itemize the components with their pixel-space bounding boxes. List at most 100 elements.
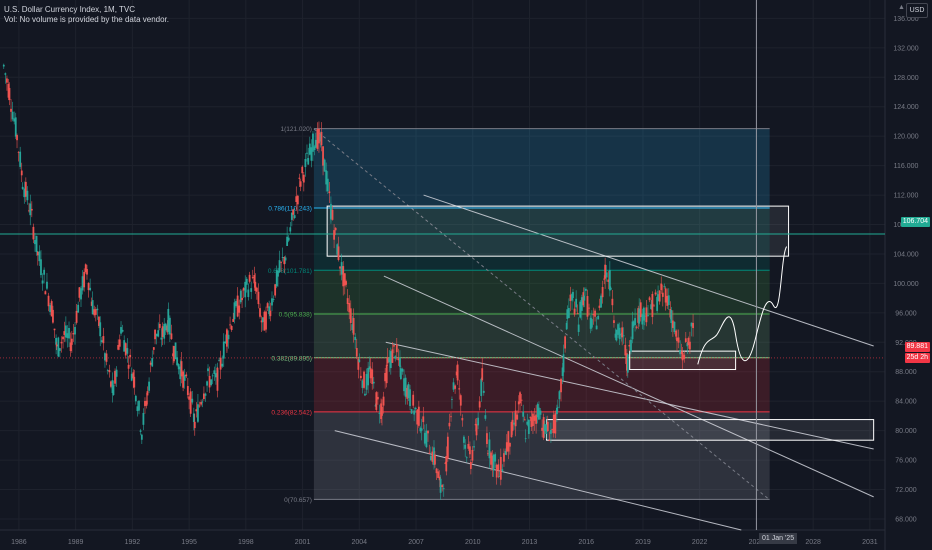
currency-button[interactable]: USD — [906, 3, 928, 18]
candle-body — [410, 409, 413, 414]
candle-body — [144, 400, 146, 407]
candle-body — [272, 299, 275, 300]
candle-body — [372, 381, 375, 384]
candle-body — [257, 291, 260, 305]
candle-body — [560, 378, 562, 393]
candle-body — [378, 412, 381, 414]
candle-body — [631, 321, 634, 340]
candle-body — [407, 384, 410, 399]
candle-body — [391, 349, 394, 363]
candle-body — [163, 323, 166, 339]
candle-body — [230, 326, 233, 330]
candle-body — [523, 419, 526, 421]
candle-body — [24, 181, 27, 197]
candle-body — [11, 111, 14, 120]
candle-body — [680, 351, 683, 355]
candle-body — [224, 341, 227, 343]
time-tick-label: 2007 — [408, 539, 424, 546]
candle-body — [6, 78, 8, 83]
candle-body — [254, 281, 257, 291]
candle-body — [575, 298, 578, 308]
time-tick-label: 2004 — [352, 539, 368, 546]
volume-note: Vol: No volume is provided by the data v… — [4, 15, 169, 24]
candle-body — [198, 405, 201, 407]
time-tick-label: 1995 — [181, 539, 197, 546]
candle-body — [99, 322, 102, 337]
symbol-title[interactable]: U.S. Dollar Currency Index, 1M, TVC — [4, 5, 136, 14]
candle-body — [615, 329, 618, 341]
price-tick-label: 128.000 — [893, 75, 918, 82]
candle-body — [318, 128, 320, 144]
chart-legend: U.S. Dollar Currency Index, 1M, TVC Vol:… — [4, 5, 169, 25]
candle-body — [624, 344, 627, 356]
candle-body — [336, 244, 339, 255]
candle-body — [68, 327, 70, 339]
candle-body — [151, 358, 154, 367]
candle-body — [235, 300, 237, 307]
candle-body — [174, 342, 177, 360]
candle-body — [93, 309, 96, 316]
candle-body — [41, 280, 44, 284]
candle-body — [589, 317, 592, 329]
candle-body — [630, 339, 632, 352]
candle-body — [16, 135, 18, 141]
candle-body — [172, 353, 174, 357]
candle-body — [638, 308, 641, 324]
candle-body — [277, 270, 279, 277]
candle-body — [471, 450, 474, 461]
candle-body — [561, 367, 564, 377]
candle-body — [91, 300, 94, 315]
candle-body — [50, 301, 53, 317]
candle-body — [247, 289, 250, 298]
candle-body — [355, 348, 358, 357]
candle-body — [446, 436, 449, 459]
candle-body — [459, 395, 462, 406]
candle-body — [656, 297, 659, 311]
candle-body — [527, 419, 530, 434]
candle-body — [98, 316, 100, 326]
candle-body — [100, 340, 103, 343]
candle-body — [111, 380, 114, 394]
candle-body — [7, 84, 10, 98]
candle-body — [486, 433, 488, 444]
candle-body — [207, 368, 209, 372]
candle-body — [532, 413, 534, 427]
candle-body — [375, 392, 378, 410]
candle-body — [123, 340, 126, 352]
candle-body — [173, 346, 175, 362]
candle-body — [221, 363, 224, 367]
candle-body — [177, 364, 180, 370]
candle-body — [343, 273, 346, 286]
candle-body — [622, 335, 625, 337]
candle-body — [580, 297, 583, 311]
candle-body — [134, 395, 137, 402]
candle-body — [53, 328, 56, 331]
candle-body — [677, 337, 680, 343]
fib-zone — [313, 208, 770, 271]
candle-body — [687, 337, 690, 346]
candle-body — [352, 317, 355, 335]
candle-body — [635, 326, 638, 328]
candle-body — [229, 324, 231, 326]
candle-body — [310, 147, 313, 161]
candle-body — [44, 291, 47, 295]
candle-body — [102, 336, 105, 344]
candle-body — [530, 417, 533, 427]
fib-level-label: 0.236(82.542) — [271, 409, 311, 416]
candle-body — [382, 396, 385, 406]
candle-body — [469, 462, 472, 469]
candle-body — [535, 414, 538, 424]
candle-body — [139, 430, 142, 432]
fib-zone — [313, 270, 770, 315]
candle-body — [670, 309, 673, 324]
price-tick-label: 96.000 — [895, 310, 917, 317]
candle-body — [595, 325, 598, 330]
chevron-up-icon[interactable]: ▲ — [898, 4, 905, 11]
candle-body — [345, 281, 347, 285]
candle-body — [90, 301, 93, 306]
time-tick-label: 2001 — [295, 539, 311, 546]
candle-body — [435, 468, 438, 474]
candle-body — [260, 320, 263, 323]
